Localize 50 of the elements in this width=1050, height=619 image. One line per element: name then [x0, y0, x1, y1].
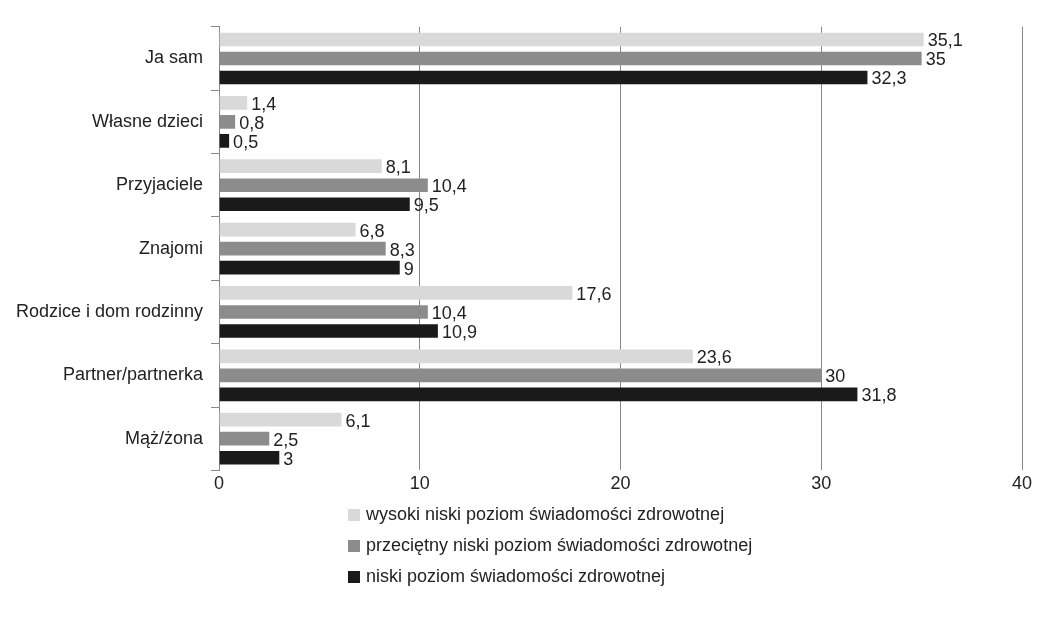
- data-label: 6,8: [359, 220, 385, 241]
- y-tick-label: Ja sam: [145, 47, 204, 68]
- bar: [219, 387, 858, 402]
- x-tick-label: 0: [214, 473, 225, 494]
- data-label: 1,4: [251, 93, 277, 114]
- data-label: 2,5: [273, 429, 299, 450]
- data-label: 30: [825, 366, 846, 387]
- y-tick-label: Partner/partnerka: [63, 364, 205, 385]
- bar: [219, 349, 693, 364]
- data-label: 9: [403, 258, 414, 279]
- bar: [219, 222, 356, 237]
- bar: [219, 70, 868, 85]
- y-tick-label: Przyjaciele: [116, 174, 204, 195]
- data-label: 0,5: [233, 131, 259, 152]
- bar: [219, 286, 573, 300]
- bar: [219, 96, 248, 110]
- data-label: 10,4: [431, 302, 467, 323]
- bar: [219, 32, 924, 47]
- data-label: 23,6: [696, 347, 732, 368]
- y-tick-label: Znajomi: [139, 237, 204, 258]
- data-label: 8,1: [385, 157, 411, 178]
- bar: [219, 324, 438, 338]
- bar: [219, 159, 382, 174]
- data-label: 8,3: [389, 239, 415, 260]
- data-label: 35: [925, 49, 946, 70]
- data-label: 32,3: [871, 68, 907, 89]
- data-label: 35,1: [927, 30, 963, 51]
- x-tick-label: 20: [610, 473, 631, 494]
- data-label: 10,9: [441, 321, 477, 342]
- legend-label: niski poziom świadomości zdrowotnej: [366, 566, 666, 587]
- data-label: 17,6: [576, 283, 612, 304]
- data-label: 31,8: [861, 385, 897, 406]
- legend-label: wysoki niski poziom świadomości zdrowotnej: [366, 504, 725, 525]
- x-tick-label: 10: [409, 473, 430, 494]
- x-tick-label: 30: [811, 473, 832, 494]
- bar: [219, 134, 230, 148]
- legend-label: przeciętny niski poziom świadomości zdrowotnej: [366, 535, 753, 556]
- data-label: 6,1: [345, 410, 371, 431]
- bar: [219, 450, 280, 465]
- data-label: 9,5: [413, 195, 439, 216]
- bar: [219, 412, 342, 427]
- bar: [219, 197, 410, 212]
- y-tick-label: Rodzice i dom rodzinny: [15, 300, 204, 321]
- data-label: 0,8: [239, 112, 265, 133]
- y-tick-label: Mąż/żona: [125, 427, 205, 448]
- x-tick-label: 40: [1011, 473, 1033, 494]
- data-label: 3: [283, 448, 294, 469]
- bar: [219, 260, 400, 275]
- y-tick-label: Własne dzieci: [92, 110, 204, 131]
- data-label: 10,4: [431, 176, 467, 197]
